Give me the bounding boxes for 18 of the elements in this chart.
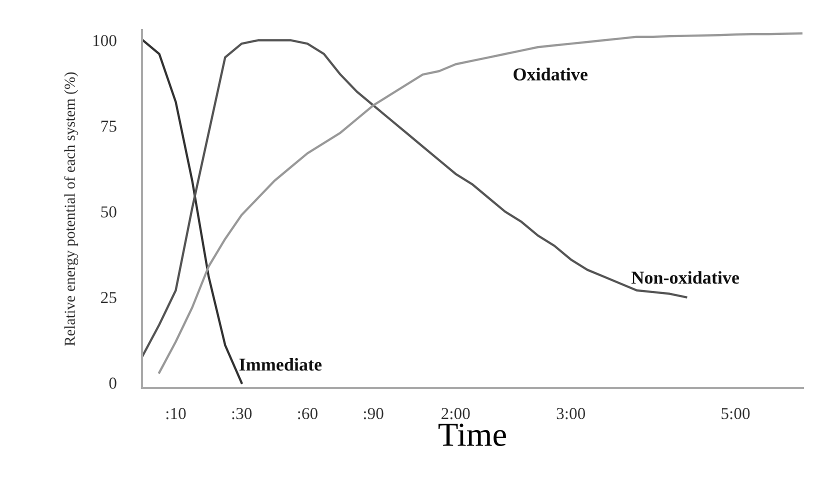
y-axis-title: Relative energy potential of each system (%) — [64, 72, 78, 346]
x-tick-label: :90 — [364, 408, 384, 420]
series-label: Immediate — [239, 358, 322, 371]
x-tick-label: :10 — [166, 408, 186, 420]
x-axis-title: Time — [438, 424, 506, 446]
series-label: Non-oxidative — [632, 271, 740, 284]
y-tick-label: 25 — [101, 292, 116, 304]
x-tick-label: 3:00 — [556, 408, 586, 420]
series-label: Oxidative — [514, 68, 588, 80]
y-tick-label: 50 — [101, 206, 116, 218]
x-tick-label: 5:00 — [722, 408, 750, 420]
x-tick-label: 2:00 — [442, 408, 470, 420]
y-tick-label: 100 — [93, 34, 116, 46]
y-tick-label: 0 — [109, 378, 116, 389]
y-tick-label: 75 — [101, 120, 116, 132]
line-series — [158, 32, 802, 374]
x-tick-label: :30 — [232, 408, 252, 420]
x-tick-label: :60 — [298, 408, 318, 420]
